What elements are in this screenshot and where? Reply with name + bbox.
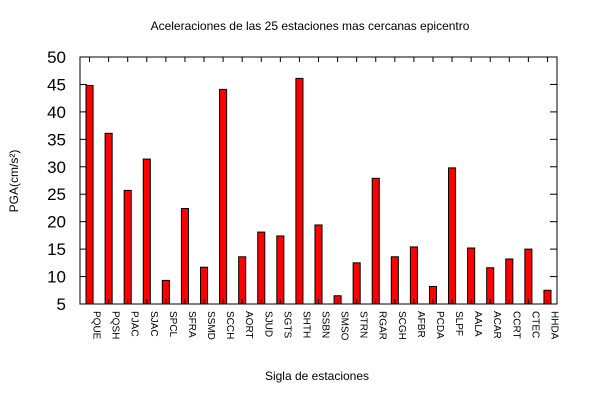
bar	[486, 267, 495, 305]
bar	[199, 266, 209, 305]
bar	[390, 256, 399, 305]
y-tick-label: 25	[47, 185, 66, 204]
x-tick-label: SJUD	[262, 311, 273, 337]
x-tick-label: PQUE	[91, 311, 102, 340]
plot-area: PQUE PQSH PJAC SJAC SPCL SFRA SSMD SCCH AORT SJUD…	[47, 48, 559, 341]
y-tick-label: 15	[47, 240, 66, 259]
y-tick-label: 30	[47, 158, 66, 177]
x-axis-label: Sigla de estaciones	[265, 369, 369, 383]
bar	[314, 224, 323, 305]
x-tick-label: SLPF	[453, 311, 464, 336]
bar	[85, 85, 94, 305]
y-tick-label: 45	[47, 75, 66, 94]
bar	[467, 247, 476, 305]
x-tick-label: RGAR	[377, 311, 388, 340]
bar	[524, 248, 533, 305]
x-tick-label: CTEC	[529, 311, 540, 338]
y-axis-label: PGA(cm/s²)	[7, 150, 21, 213]
bar	[448, 167, 457, 305]
bar	[104, 132, 113, 305]
x-tick-label: HHDA	[548, 311, 559, 340]
x-tick-label: SSMD	[205, 311, 216, 340]
bar	[295, 77, 304, 305]
plot-frame	[79, 56, 558, 305]
x-tick-label: SSBN	[320, 311, 331, 338]
bar	[180, 207, 189, 305]
x-tick-label: ACAR	[491, 311, 502, 339]
x-tick-label: AORT	[243, 311, 254, 339]
x-tick-label: SFRA	[186, 311, 197, 338]
x-tick-label: SPCL	[167, 311, 178, 338]
x-tick-label: SGTS	[281, 311, 292, 339]
bar	[409, 246, 418, 305]
bar	[142, 158, 151, 305]
bar	[257, 231, 266, 305]
x-tick-label: SMSO	[339, 311, 350, 341]
bar	[352, 262, 361, 305]
x-tick-label: SHTH	[300, 311, 311, 338]
x-tick-label: AFBR	[415, 311, 426, 338]
bar	[238, 256, 247, 305]
x-tick-label: STRN	[358, 311, 369, 338]
bar	[123, 189, 132, 305]
y-tick-label: 5	[57, 295, 66, 314]
y-tick-label: 10	[47, 268, 66, 287]
x-tick-label: PCDA	[434, 311, 445, 339]
x-tick-label: SCGH	[396, 311, 407, 340]
x-tick-label: PQSH	[110, 311, 121, 339]
bar	[505, 258, 514, 305]
y-tick-label: 35	[47, 130, 66, 149]
y-tick-label: 40	[47, 103, 66, 122]
y-tick-label: 20	[47, 213, 66, 232]
x-tick-label: SCCH	[224, 311, 235, 339]
y-tick-label: 50	[47, 48, 66, 67]
bar	[219, 88, 228, 305]
x-tick-label: SJAC	[148, 311, 159, 337]
chart-title: Aceleraciones de las 25 estaciones mas c…	[151, 19, 470, 33]
x-tick-label: PJAC	[129, 311, 140, 337]
bar	[276, 235, 285, 305]
x-tick-label: CCRT	[510, 311, 521, 339]
x-tick-label: AALA	[472, 311, 483, 337]
bar	[371, 177, 380, 305]
